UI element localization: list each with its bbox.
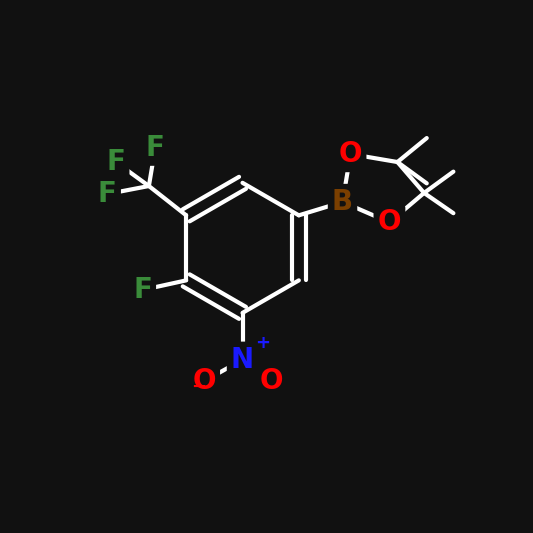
Text: −: − [191, 378, 206, 396]
Text: F: F [107, 148, 125, 176]
Text: B: B [332, 188, 353, 216]
Text: +: + [255, 334, 270, 352]
Text: O: O [192, 367, 216, 395]
Text: F: F [146, 134, 165, 161]
Text: O: O [260, 367, 284, 395]
Text: N: N [231, 346, 254, 374]
Text: F: F [98, 180, 117, 208]
Text: F: F [133, 276, 152, 304]
Text: O: O [339, 140, 362, 168]
Text: O: O [378, 208, 401, 236]
